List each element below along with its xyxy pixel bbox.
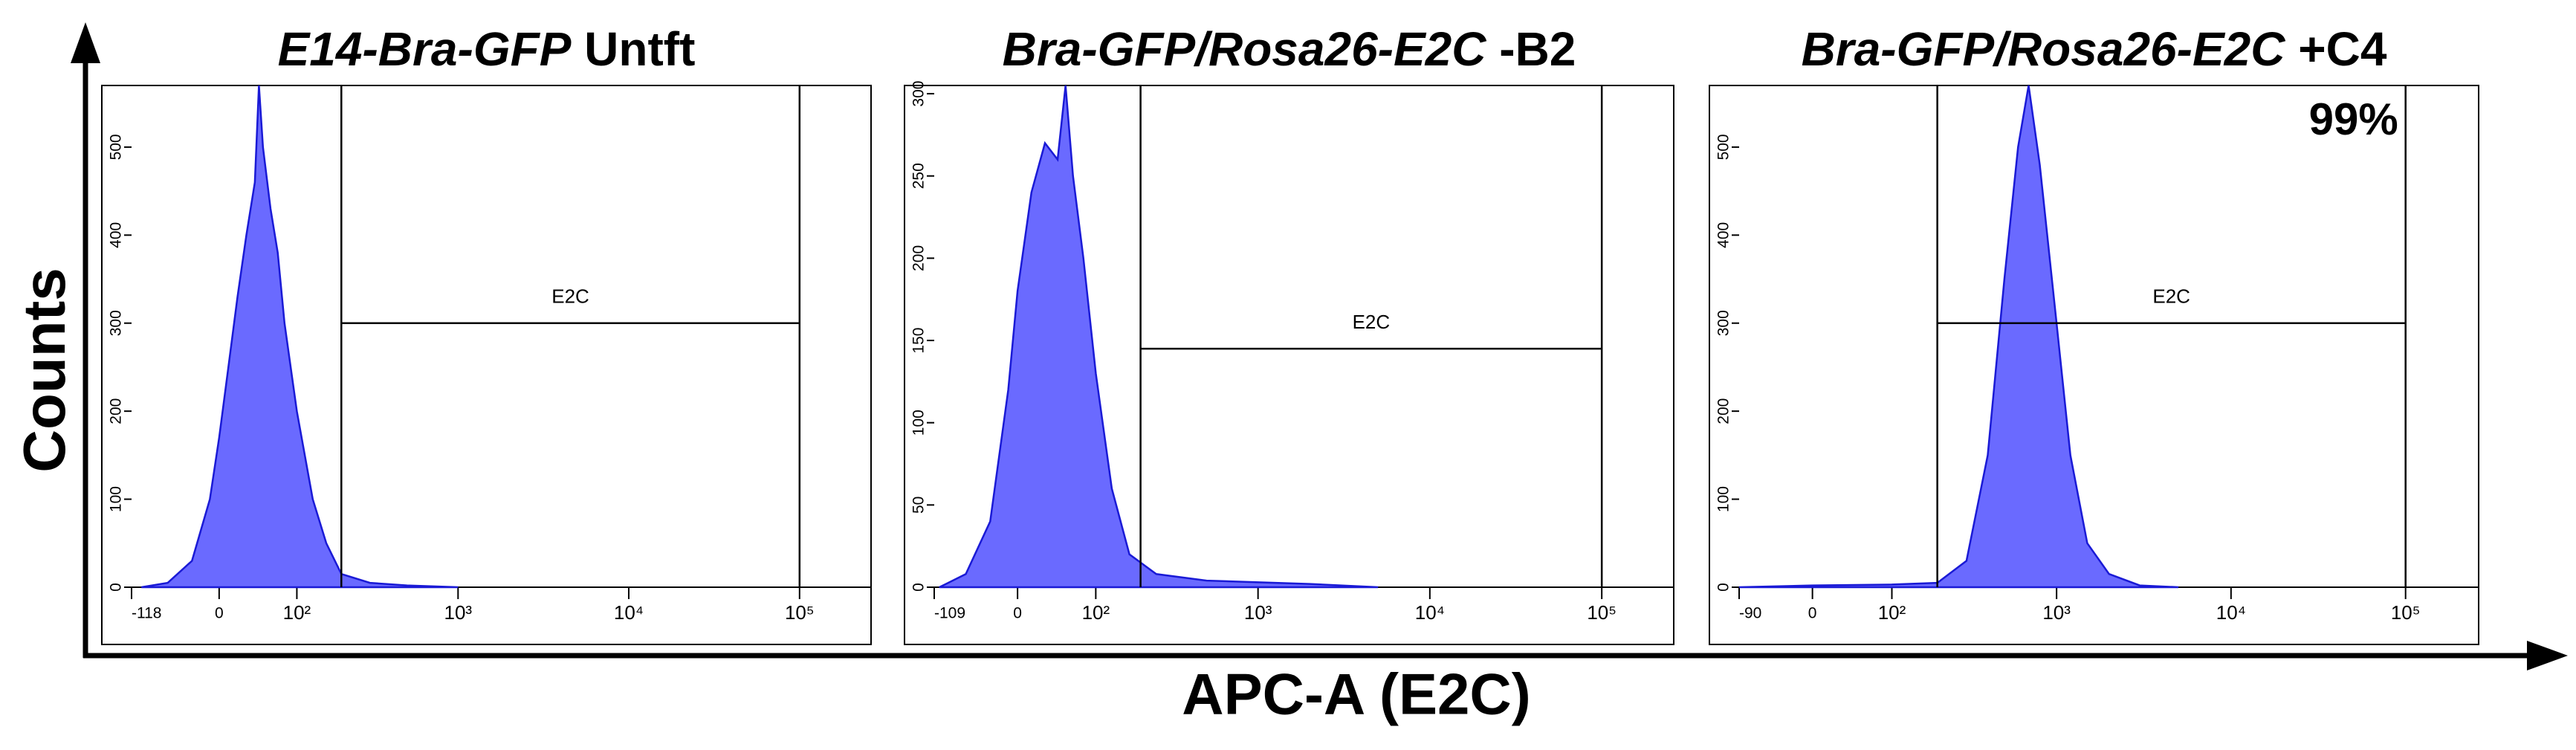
gate-label: E2C bbox=[1353, 311, 1391, 333]
y-tick-label: 500 bbox=[1715, 134, 1732, 160]
y-axis-label: Counts bbox=[11, 268, 77, 473]
panel-title: Bra-GFP/Rosa26-E2C +C4 bbox=[1802, 22, 2387, 76]
y-tick-label: 100 bbox=[1715, 486, 1732, 512]
title-italic: Bra-GFP/Rosa26-E2C bbox=[1802, 22, 2286, 76]
y-tick-label: 300 bbox=[1715, 310, 1732, 336]
x-tick-label: 10³ bbox=[2042, 601, 2071, 624]
panel-title: E14-Bra-GFP Untft bbox=[278, 22, 696, 76]
x-tick-label: -90 bbox=[1739, 605, 1761, 622]
y-tick-label: 0 bbox=[108, 583, 125, 592]
y-tick-label: 100 bbox=[910, 410, 928, 436]
histogram bbox=[939, 85, 1379, 589]
title-italic: Bra-GFP/Rosa26-E2C bbox=[1003, 22, 1487, 76]
y-tick-label: 0 bbox=[910, 583, 928, 592]
gate-percent: 99% bbox=[2309, 94, 2398, 144]
y-tick-label: 300 bbox=[108, 310, 125, 336]
x-tick-label: 10³ bbox=[1244, 601, 1272, 624]
title-plain: Untft bbox=[584, 22, 695, 76]
histogram bbox=[141, 85, 459, 589]
x-tick-label: 10³ bbox=[444, 601, 473, 624]
x-axis-label: APC-A (E2C) bbox=[1182, 662, 1530, 727]
y-tick-label: 0 bbox=[1715, 583, 1732, 592]
x-tick-label: 0 bbox=[215, 605, 224, 622]
x-tick-label: 10² bbox=[1082, 601, 1110, 624]
y-tick-label: 400 bbox=[108, 222, 125, 248]
title-italic: E14-Bra-GFP bbox=[278, 22, 572, 76]
gate-label: E2C bbox=[551, 285, 589, 308]
x-tick-label: 0 bbox=[1013, 605, 1022, 622]
panel-title: Bra-GFP/Rosa26-E2C -B2 bbox=[1003, 22, 1576, 76]
histogram bbox=[1738, 85, 2179, 589]
y-tick-label: 100 bbox=[108, 486, 125, 512]
x-tick-label: 10² bbox=[1878, 601, 1906, 624]
panel-frame bbox=[904, 85, 1674, 645]
title-plain: +C4 bbox=[2298, 22, 2387, 76]
x-tick-label: 0 bbox=[1808, 605, 1817, 622]
x-tick-label: 10² bbox=[283, 601, 311, 624]
y-tick-label: 50 bbox=[910, 497, 928, 514]
x-tick-label: 10⁵ bbox=[785, 601, 815, 624]
panel-frame bbox=[1709, 85, 2479, 645]
x-tick-label: -118 bbox=[132, 605, 161, 622]
y-tick-label: 200 bbox=[108, 398, 125, 424]
x-tick-label: 10⁴ bbox=[2216, 601, 2246, 624]
title-plain: -B2 bbox=[1499, 22, 1576, 76]
x-tick-label: 10⁵ bbox=[2391, 601, 2421, 624]
y-tick-label: 200 bbox=[910, 245, 928, 271]
y-arrow-head bbox=[71, 22, 100, 63]
x-tick-label: 10⁴ bbox=[1415, 601, 1445, 624]
x-tick-label: 10⁵ bbox=[1587, 601, 1617, 624]
y-tick-label: 500 bbox=[108, 134, 125, 160]
y-tick-label: 200 bbox=[1715, 398, 1732, 424]
y-tick-label: 150 bbox=[910, 328, 928, 354]
y-tick-label: 300 bbox=[910, 81, 928, 107]
gate-label: E2C bbox=[2152, 285, 2190, 308]
y-tick-label: 400 bbox=[1715, 222, 1732, 248]
panel-frame bbox=[101, 85, 872, 645]
x-tick-label: 10⁴ bbox=[614, 601, 644, 624]
y-tick-label: 250 bbox=[910, 163, 928, 189]
x-tick-label: -109 bbox=[934, 605, 965, 622]
x-arrow-head bbox=[2527, 641, 2568, 670]
